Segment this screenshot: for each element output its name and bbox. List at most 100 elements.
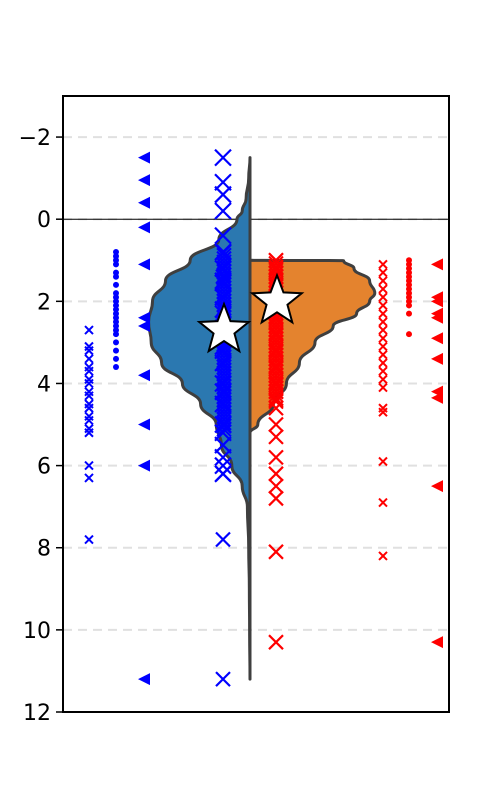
right-strip-small-x <box>378 358 388 368</box>
strip-points <box>84 148 443 687</box>
right-strip-small-x <box>378 497 388 508</box>
y-tick-label: 0 <box>37 208 51 233</box>
right-strip-triangle <box>431 391 443 404</box>
right-strip-small-x <box>378 382 388 393</box>
right-strip-x-marker <box>268 429 284 445</box>
left-mean-star <box>196 301 252 354</box>
left-violin <box>147 156 252 681</box>
left-strip-dot <box>113 253 119 260</box>
right-strip-x-marker <box>268 400 284 416</box>
left-strip-triangle <box>138 459 150 472</box>
left-strip-x-marker <box>215 466 231 482</box>
left-strip-x-marker <box>214 436 232 454</box>
left-strip-small-x <box>84 460 94 471</box>
left-strip-x-marker <box>214 448 232 467</box>
left-strip-x-marker <box>215 531 231 548</box>
left-strip-x-marker <box>215 671 231 687</box>
left-strip-x-marker <box>214 185 232 204</box>
right-strip-triangle <box>431 636 443 649</box>
right-strip-small-x <box>378 374 388 385</box>
left-strip-dot <box>113 249 119 256</box>
right-strip-dot <box>406 269 412 276</box>
left-strip-dot <box>113 281 119 288</box>
right-strip-dot <box>406 310 412 317</box>
right-strip-x-marker <box>268 466 284 482</box>
left-strip-triangle <box>138 369 150 382</box>
right-strip-triangle <box>431 352 443 365</box>
right-strip-small-x <box>378 407 388 417</box>
left-strip-x-marker <box>216 421 232 438</box>
left-strip-dot <box>113 327 119 334</box>
left-strip-x-marker <box>214 173 232 192</box>
left-strip-triangle <box>138 673 150 686</box>
y-tick-label: −2 <box>19 126 51 151</box>
y-axis-ticks: −2 0 2 4 6 8 10 12 <box>19 126 63 726</box>
right-strip-x-marker <box>268 544 284 560</box>
right-strip-small-x <box>378 276 388 286</box>
left-strip-triangle <box>138 151 150 164</box>
left-strip-small-x <box>84 345 94 356</box>
y-tick-label: 2 <box>37 290 51 315</box>
right-strip-x-marker <box>268 490 284 507</box>
left-strip-small-x <box>84 354 94 364</box>
right-strip-small-x <box>378 366 388 376</box>
left-strip-dot <box>113 331 119 338</box>
left-strip-x-marker <box>216 418 232 434</box>
left-strip-x-marker <box>216 415 232 431</box>
left-strip-dot <box>113 310 119 317</box>
right-strip-dot <box>406 277 412 284</box>
right-strip-x-marker <box>268 449 284 466</box>
left-strip-triangle <box>138 418 150 431</box>
left-strip-dot <box>113 339 119 346</box>
left-strip-small-x <box>84 428 94 438</box>
left-strip-dot <box>113 306 119 313</box>
right-strip-triangle <box>431 311 443 324</box>
right-strip-small-x <box>378 308 388 319</box>
right-strip-small-x <box>378 325 388 335</box>
right-strip-dot <box>406 294 412 301</box>
left-strip-small-x <box>84 391 94 401</box>
right-strip-dot <box>406 286 412 293</box>
left-strip-dot <box>113 347 119 354</box>
left-strip-triangle <box>138 258 150 271</box>
left-strip-x-marker <box>214 202 232 220</box>
violins <box>147 156 377 681</box>
right-mean-star <box>249 272 305 325</box>
left-strip-small-x <box>84 415 94 426</box>
left-strip-dot <box>113 290 119 297</box>
right-strip-dot <box>406 261 412 268</box>
left-strip-small-x <box>84 473 94 483</box>
right-strip-dot <box>406 290 412 297</box>
left-strip-small-x <box>84 366 94 376</box>
right-strip-small-x <box>378 317 388 327</box>
left-strip-dot <box>113 273 119 280</box>
left-strip-triangle <box>138 196 150 209</box>
right-strip-triangle <box>431 258 443 271</box>
left-strip-small-x <box>84 534 94 545</box>
left-strip-triangle <box>138 174 150 187</box>
right-strip-triangle <box>431 480 443 493</box>
mean-markers <box>196 272 305 354</box>
left-strip-x-marker <box>214 456 232 475</box>
left-strip-small-x <box>84 403 94 413</box>
right-strip-dot <box>406 257 412 264</box>
y-tick-label: 12 <box>23 701 51 726</box>
left-strip-small-x <box>84 378 94 389</box>
right-strip-x-marker <box>268 634 284 650</box>
left-strip-dot <box>113 364 119 371</box>
right-strip-small-x <box>378 292 388 302</box>
left-strip-dot <box>113 322 119 329</box>
y-tick-label: 8 <box>37 537 51 562</box>
left-strip-dot <box>113 257 119 264</box>
left-strip-dot <box>113 314 119 321</box>
y-tick-label: 6 <box>37 455 51 480</box>
right-strip-x-marker <box>268 416 284 433</box>
right-strip-small-x <box>378 259 388 270</box>
right-strip-small-x <box>378 267 388 278</box>
plot-frame <box>62 95 450 713</box>
right-strip-small-x <box>378 300 388 311</box>
right-strip-dot <box>406 265 412 272</box>
left-strip-dot <box>113 355 119 362</box>
right-strip-small-x <box>378 551 388 561</box>
left-strip-dot <box>113 261 119 268</box>
